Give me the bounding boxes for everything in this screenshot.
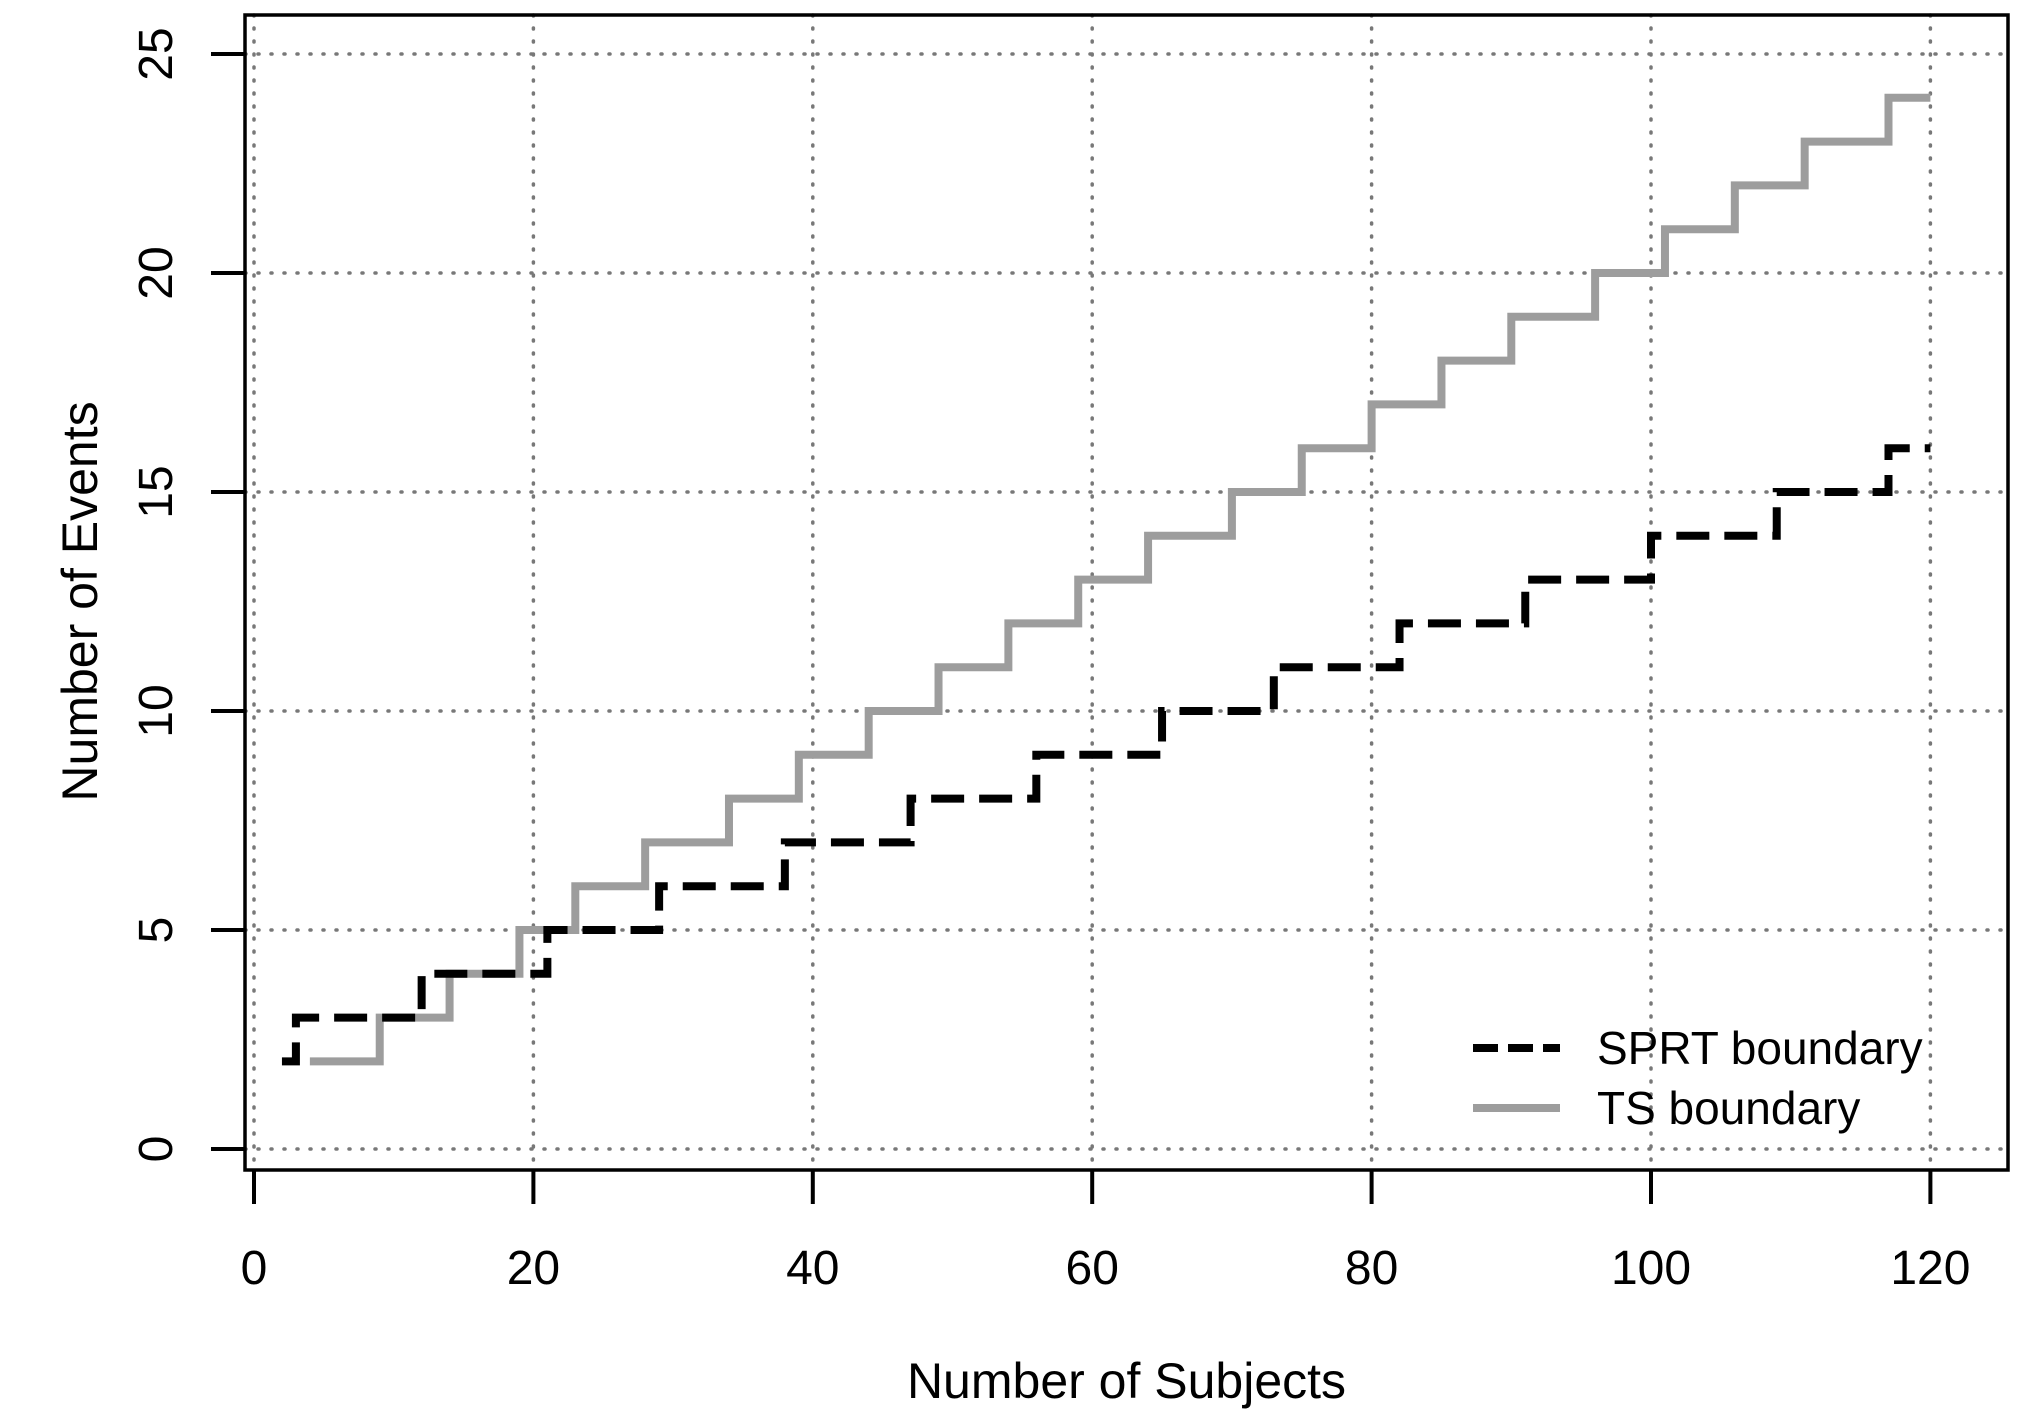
y-tick-label: 5 — [130, 917, 183, 944]
series-lines — [281, 93, 1931, 1066]
x-tick-label: 100 — [1611, 1242, 1691, 1295]
x-tick-label: 20 — [507, 1242, 560, 1295]
y-tick-label: 25 — [130, 27, 183, 80]
plot-border — [243, 13, 2010, 1172]
y-tick-label: 20 — [130, 246, 183, 299]
y-tick-label: 15 — [130, 465, 183, 518]
series-sprt-line — [281, 444, 1931, 1066]
axis-ticks — [211, 52, 1933, 1204]
x-tick-label: 120 — [1890, 1242, 1970, 1295]
y-tick-label: 10 — [130, 684, 183, 737]
legend-ts-label: TS boundary — [1597, 1082, 1860, 1134]
series-ts-line — [309, 93, 1931, 1066]
x-tick-label: 40 — [786, 1242, 839, 1295]
x-tick-label: 0 — [241, 1242, 268, 1295]
x-tick-labels: 0 20 40 60 80 100 120 — [241, 1242, 1971, 1295]
y-tick-labels: 0 5 10 15 20 25 — [130, 27, 183, 1162]
x-tick-label: 60 — [1066, 1242, 1119, 1295]
grid-lines — [243, 13, 2010, 1172]
x-axis-title: Number of Subjects — [907, 1353, 1346, 1409]
legend-sprt-label: SPRT boundary — [1597, 1022, 1923, 1074]
y-tick-label: 0 — [130, 1136, 183, 1163]
x-tick-label: 80 — [1345, 1242, 1398, 1295]
y-axis-title: Number of Events — [52, 401, 108, 801]
legend: SPRT boundary TS boundary — [1473, 1022, 1923, 1134]
